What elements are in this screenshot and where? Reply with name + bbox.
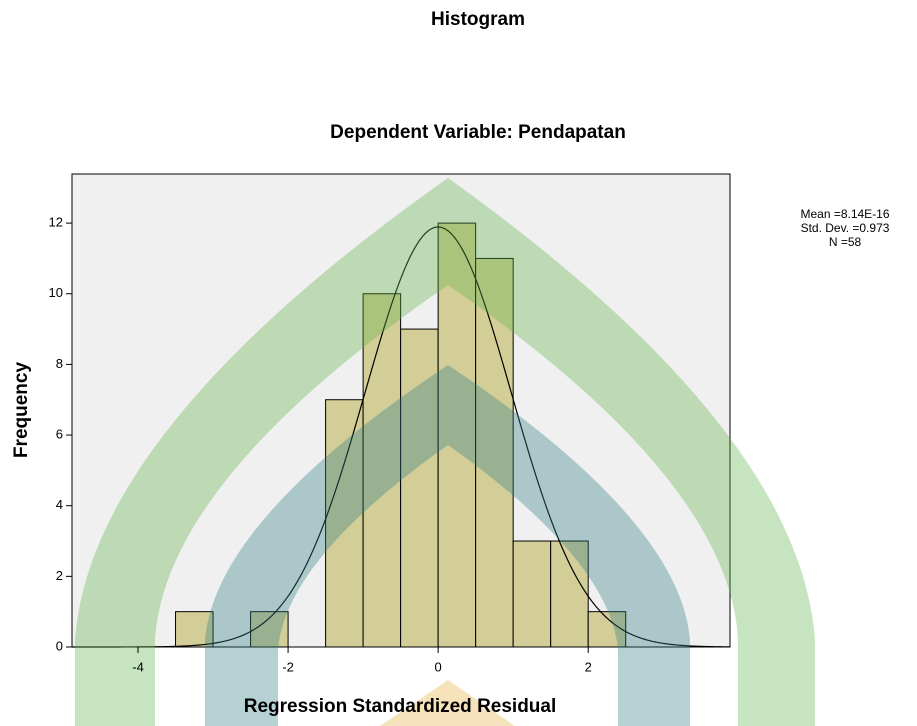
bar <box>250 611 289 648</box>
bar <box>362 293 402 648</box>
y-axis-label: Frequency <box>11 362 32 459</box>
stat-sd: Std. Dev. =0.973 <box>801 221 890 235</box>
stat-mean: Mean =8.14E-16 <box>800 207 889 221</box>
bar <box>175 611 214 648</box>
y-tick-label: 6 <box>56 426 63 441</box>
x-axis-label: Regression Standardized Residual <box>244 696 557 717</box>
bar <box>325 399 364 648</box>
chart-subtitle: Dependent Variable: Pendapatan <box>330 122 626 143</box>
bar <box>550 540 589 648</box>
x-tick-label: -2 <box>282 659 294 674</box>
y-tick-label: 8 <box>56 356 63 371</box>
y-tick-label: 2 <box>56 568 63 583</box>
normal-curve <box>72 226 731 648</box>
y-tick-label: 12 <box>49 215 63 230</box>
stat-n: N =58 <box>829 235 862 249</box>
x-tick-label: 2 <box>585 659 592 674</box>
bar <box>400 328 439 648</box>
y-tick-label: 4 <box>56 497 63 512</box>
bar <box>587 611 627 648</box>
x-tick-label: -4 <box>132 659 144 674</box>
y-tick-label: 0 <box>56 638 63 653</box>
marks <box>72 222 731 648</box>
y-tick-label: 10 <box>49 285 63 300</box>
x-tick-label: 0 <box>435 659 442 674</box>
chart-title: Histogram <box>431 9 525 30</box>
bar <box>512 540 552 648</box>
bar <box>475 257 514 648</box>
bar <box>437 222 477 648</box>
